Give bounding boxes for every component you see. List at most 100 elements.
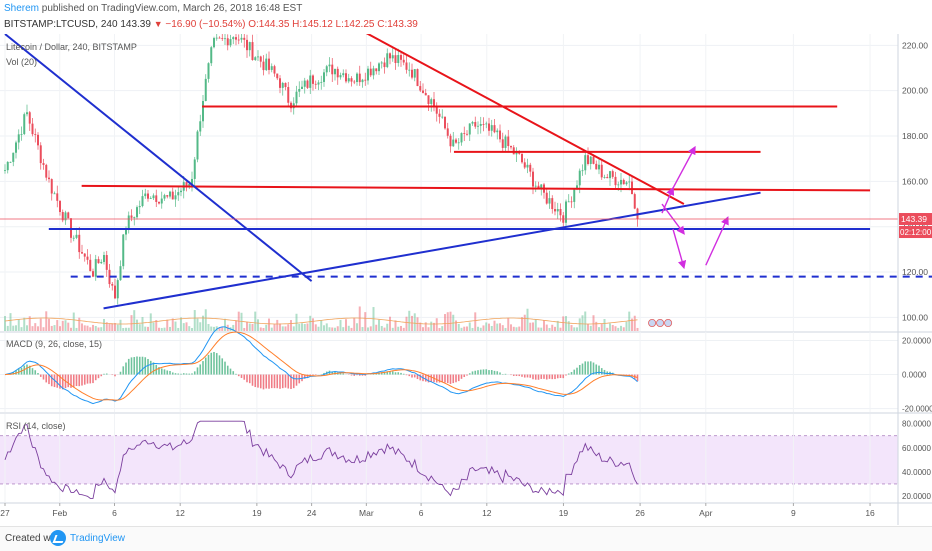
macd-histogram-bar [166, 370, 168, 374]
candle-body [312, 75, 314, 83]
candle-body [122, 235, 124, 267]
macd-histogram-bar [114, 375, 116, 377]
macd-histogram-bar [219, 355, 221, 374]
event-markers[interactable] [649, 319, 672, 326]
tradingview-brand[interactable]: TradingView [70, 533, 125, 544]
macd-histogram-bar [342, 373, 344, 374]
symbol-ohlc: BITSTAMP:LTCUSD, 240 143.39 ▼ −16.90 (−1… [4, 19, 418, 30]
macd-histogram-bar [491, 370, 493, 375]
rsi-pane[interactable]: RSI (14, close) [0, 413, 932, 502]
volume-bar [576, 327, 578, 331]
rsi-tick-label: 40.0000 [902, 468, 931, 477]
macd-histogram-bar [172, 372, 174, 374]
candle-body [117, 280, 119, 298]
price-axis[interactable]: 220.00200.00180.00160.00140.00120.00100.… [902, 40, 928, 322]
author-link[interactable]: Sherem [4, 3, 39, 14]
macd-histogram-bar [579, 365, 581, 375]
macd-histogram-bar [543, 375, 545, 379]
candle-body [565, 201, 567, 222]
candle-body [307, 81, 309, 88]
volume-bar [340, 320, 342, 331]
candle-body [441, 117, 443, 118]
volume-bar [122, 328, 124, 331]
volume-bar [271, 328, 273, 331]
candle-body [252, 42, 254, 60]
macd-histogram-bar [133, 357, 135, 374]
macd-histogram-bar [430, 375, 432, 382]
candle-body [73, 238, 75, 239]
time-tick-label: 24 [307, 508, 317, 518]
volume-bar [485, 322, 487, 331]
macd-histogram-bar [188, 374, 190, 375]
macd-histogram-bar [56, 375, 58, 388]
macd-histogram-bar [175, 373, 177, 374]
time-tick-label: 19 [252, 508, 262, 518]
candle-body [414, 69, 416, 77]
volume-bar [329, 327, 331, 331]
volume-bar [56, 320, 58, 331]
macd-histogram-bar [26, 365, 28, 375]
macd-pane[interactable]: MACD (9, 26, close, 15) [0, 327, 932, 412]
candle-body [524, 162, 526, 167]
candle-body [507, 137, 509, 146]
candle-body [455, 140, 457, 143]
macd-tick-label: 0.0000 [902, 371, 927, 380]
volume-bar [348, 326, 350, 331]
volume-bar [590, 326, 592, 331]
volume-bar [293, 326, 295, 331]
candle-body [87, 257, 89, 260]
volume-bar [359, 306, 361, 331]
volume-bar [84, 325, 86, 331]
chart-canvas[interactable]: Litecoin / Dollar, 240, BITSTAMP Vol (20… [0, 34, 932, 525]
macd-histogram-bar [89, 375, 91, 384]
macd-histogram-bar [208, 355, 210, 375]
macd-histogram-bar [224, 362, 226, 375]
volume-bar [95, 326, 97, 331]
candle-body [197, 131, 199, 159]
candle-body [315, 84, 317, 85]
volume-bar [538, 328, 540, 331]
macd-histogram-bar [549, 375, 551, 379]
candle-body [84, 254, 86, 257]
volume-bar [450, 312, 452, 331]
candle-body [169, 192, 171, 197]
volume-bar [26, 325, 28, 331]
macd-histogram-bar [527, 375, 529, 378]
macd-histogram-bar [279, 375, 281, 389]
macd-histogram-bar [598, 366, 600, 375]
candle-body [89, 260, 91, 271]
candle-body [26, 112, 28, 114]
candle-body [186, 182, 188, 186]
candle-body [430, 99, 432, 104]
macd-histogram-bar [210, 353, 212, 375]
volume-bar [477, 327, 479, 331]
rsi-title: RSI (14, close) [6, 421, 66, 431]
volume-bar [502, 325, 504, 331]
volume-bar [183, 323, 185, 331]
candle-body [147, 194, 149, 199]
macd-histogram-bar [560, 375, 562, 378]
volume-bar [7, 326, 9, 331]
volume-bar [634, 316, 636, 331]
candle-body [337, 69, 339, 77]
candle-body [268, 59, 270, 70]
price-pane[interactable]: Litecoin / Dollar, 240, BITSTAMP Vol (20… [0, 34, 932, 331]
macd-histogram-bar [477, 370, 479, 374]
publish-info: Sherem published on TradingView.com, Mar… [4, 3, 302, 14]
candle-body [139, 206, 141, 207]
candle-body [560, 209, 562, 215]
macd-histogram-bar [180, 374, 182, 375]
candle-body [4, 170, 6, 171]
time-axis[interactable]: 27Feb6121924Mar6121926Apr91623May [0, 503, 932, 518]
footer: Created with TradingView [0, 526, 932, 551]
volume-bar [474, 312, 476, 331]
candle-body [213, 38, 215, 47]
candle-body [67, 212, 69, 218]
volume-bar [70, 328, 72, 331]
macd-histogram-bar [521, 375, 523, 377]
macd-histogram-bar [177, 374, 179, 375]
volume-bar [469, 323, 471, 331]
candle-body [634, 194, 636, 208]
